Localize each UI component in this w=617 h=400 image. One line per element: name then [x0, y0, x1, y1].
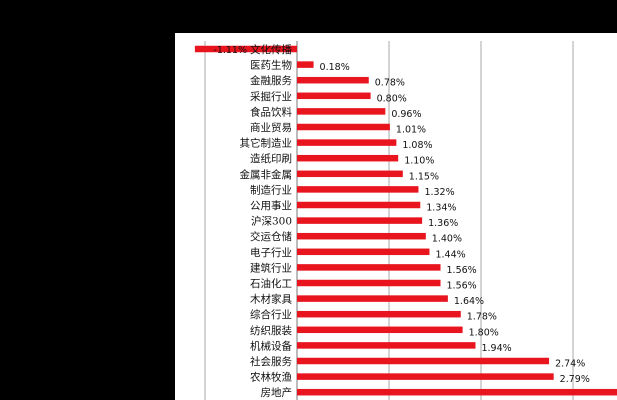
category-label: 综合行业: [250, 308, 292, 321]
bar: [297, 373, 554, 380]
bar: [194, 45, 297, 53]
category-label: 食品饮料: [250, 105, 292, 118]
category-label: 采掘行业: [250, 90, 292, 103]
category-label: 文化传播: [250, 43, 292, 56]
category-label: 制造行业: [250, 183, 292, 196]
bar-chart: 文化传播-1.11%医药生物 0.18% 金融服务 0.78% 采掘行业 0.80% 食品饮…: [194, 41, 617, 400]
value-label: 1.80%: [469, 327, 499, 338]
bar: [297, 170, 403, 178]
chart-panel: 文化传播 -1.11% 医药生物 0.18% 金融服务 0.78% 采掘行业 0.80% 食品饮…: [175, 33, 617, 400]
category-label: 其它制造业: [240, 137, 293, 150]
bar: [297, 295, 448, 302]
category-label: 公用事业: [250, 199, 292, 212]
category-label: 沪深300: [251, 215, 292, 228]
bar: [297, 201, 421, 209]
value-label: 1.44%: [435, 249, 465, 260]
value-label: -1.11%: [213, 45, 247, 56]
bar: [297, 232, 426, 240]
bar: [297, 388, 617, 396]
value-label: 1.94%: [481, 343, 511, 354]
value-label: 1.34%: [426, 203, 456, 214]
bar: [297, 217, 423, 224]
category-label: 木材家具: [250, 293, 292, 306]
category-label: 社会服务: [250, 355, 292, 368]
bar: [297, 248, 430, 256]
bar: [297, 342, 476, 349]
bar: [297, 326, 463, 334]
category-label: 纺织服装: [250, 324, 292, 337]
bar: [297, 310, 461, 318]
value-label: 2.79%: [560, 374, 590, 385]
value-label: 1.10%: [404, 156, 434, 167]
value-label: 1.56%: [447, 265, 477, 276]
category-label: 医药生物: [250, 59, 292, 72]
value-label: 1.15%: [409, 171, 439, 182]
category-label: 房地产: [261, 386, 293, 399]
bar: [297, 154, 399, 162]
category-label: 金属非金属: [240, 168, 293, 181]
bar: [297, 357, 550, 365]
category-label: 建筑行业: [250, 261, 292, 274]
bar: [297, 76, 369, 84]
value-label: 1.36%: [428, 218, 458, 229]
bar: [297, 139, 397, 146]
bar: [297, 264, 441, 271]
value-label: 1.64%: [454, 296, 484, 307]
bar: [297, 186, 419, 193]
bar: [297, 108, 386, 115]
category-label: 造纸印刷: [250, 152, 292, 165]
category-label: 商业贸易: [250, 121, 292, 134]
category-label: 交运仓储: [250, 230, 292, 243]
bar: [297, 123, 390, 131]
value-label: 2.74%: [555, 359, 585, 370]
value-label: 0.80%: [377, 93, 407, 104]
bar: [297, 61, 314, 68]
value-label: 1.01%: [396, 125, 426, 136]
value-label: 1.32%: [424, 187, 454, 198]
value-label: 1.40%: [432, 234, 462, 245]
category-label: 石油化工: [250, 277, 292, 290]
category-label: 电子行业: [250, 246, 292, 259]
bar: [297, 279, 441, 287]
value-label: 1.78%: [467, 312, 497, 323]
value-label: 1.08%: [402, 140, 432, 151]
category-label: 机械设备: [250, 339, 292, 352]
value-label: 0.78%: [375, 78, 405, 89]
value-label: 0.96%: [391, 109, 421, 120]
category-label: 金融服务: [250, 74, 292, 87]
value-label: 0.18%: [320, 62, 350, 73]
bar: [297, 92, 371, 100]
category-label: 农林牧渔: [250, 371, 292, 384]
value-label: 1.56%: [447, 281, 477, 292]
